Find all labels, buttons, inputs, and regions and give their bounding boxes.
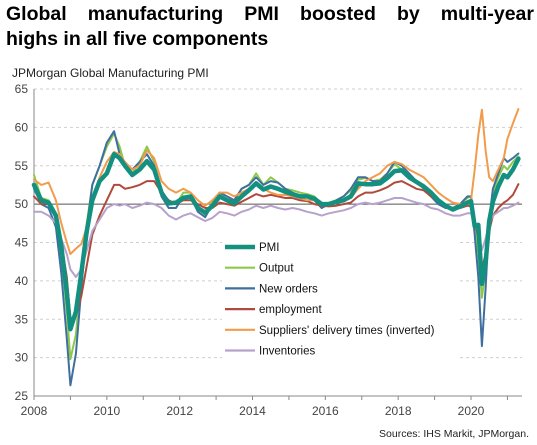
y-tick-label-55: 55 <box>15 159 29 173</box>
chart-title-line-2: highs in all five components <box>6 28 269 50</box>
legend-label-inventories: Inventories <box>259 346 316 358</box>
legend: PMI Output New orders employment Suppliers' … <box>222 234 458 367</box>
y-tick-label-40: 40 <box>15 274 29 288</box>
series-line-inventories <box>33 197 520 278</box>
y-tick-label-50: 50 <box>15 197 29 211</box>
x-tick-label-2012: 2012 <box>166 404 193 418</box>
y-axis: 25 30 35 40 45 50 55 60 65 <box>15 82 35 403</box>
series-lines <box>31 108 521 387</box>
y-tick-label-35: 35 <box>15 312 29 326</box>
x-axis: 2008 2010 2012 2014 2016 2018 2020 <box>21 395 522 418</box>
x-tick-label-2020: 2020 <box>458 404 485 418</box>
x-tick-label-2010: 2010 <box>93 404 120 418</box>
chart-subtitle: JPMorgan Global Manufacturing PMI <box>12 66 209 80</box>
legend-label-output: Output <box>259 263 294 275</box>
source-note: Sources: IHS Markit, JPMorgan. <box>379 428 529 440</box>
x-tick-label-2014: 2014 <box>239 404 266 418</box>
chart-title: Global manufacturing PMI boosted by mult… <box>6 2 534 52</box>
x-tick-label-2008: 2008 <box>21 404 48 418</box>
chart-title-line-1: Global manufacturing PMI boosted by mult… <box>6 3 534 25</box>
y-tick-label-45: 45 <box>15 236 29 250</box>
y-tick-label-30: 30 <box>15 351 29 365</box>
y-tick-label-65: 65 <box>15 82 29 96</box>
legend-label-suppliers-delivery-times-inverted: Suppliers' delivery times (inverted) <box>259 325 435 337</box>
series-line-pmi <box>31 151 521 332</box>
legend-label-new-orders: New orders <box>259 283 318 295</box>
y-tick-label-60: 60 <box>15 120 29 134</box>
y-tick-label-25: 25 <box>15 389 29 403</box>
legend-label-pmi: PMI <box>259 242 279 254</box>
x-tick-label-2016: 2016 <box>312 404 339 418</box>
legend-label-employment: employment <box>259 304 322 316</box>
series-line-employment <box>33 180 520 321</box>
series-line-new-orders <box>33 130 520 387</box>
x-tick-label-2018: 2018 <box>385 404 412 418</box>
legend-background <box>222 234 458 367</box>
